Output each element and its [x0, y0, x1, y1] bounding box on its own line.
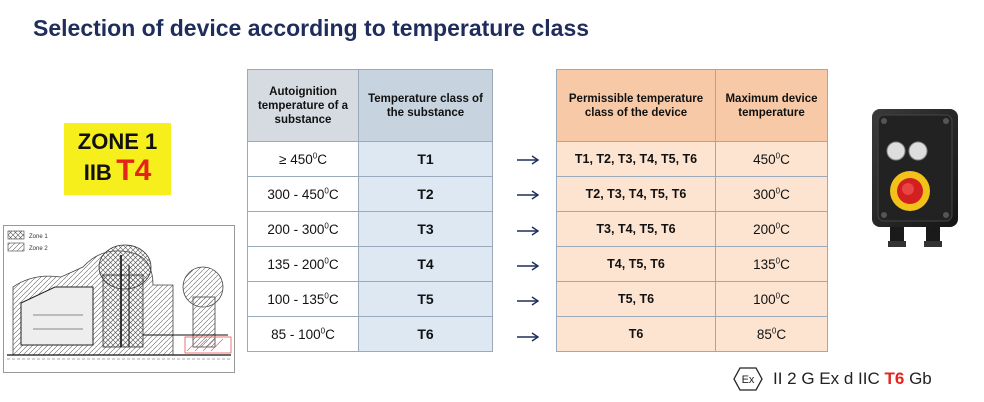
- zone-temp-class: T4: [116, 154, 152, 187]
- hazardous-zone-drawing: Zone 1 Zone 2: [3, 225, 235, 373]
- permissible-classes: T3, T4, T5, T6: [556, 211, 716, 247]
- header-permissible-class: Permissible temperature class of the dev…: [556, 69, 716, 142]
- page-title: Selection of device according to tempera…: [33, 15, 590, 41]
- max-device-temp: 1350C: [715, 246, 828, 282]
- max-device-temp: 850C: [715, 316, 828, 352]
- ex-symbol: Ex: [742, 374, 755, 386]
- permissible-classes: T5, T6: [556, 281, 716, 317]
- table-row: ≥ 4500C T1: [247, 141, 493, 177]
- arrow-right-icon: [517, 155, 540, 165]
- legend-zone1: Zone 1: [29, 234, 48, 240]
- arrow-right-icon: [517, 296, 540, 306]
- table-row: T1, T2, T3, T4, T5, T6 4500C: [556, 141, 828, 177]
- table-row: 85 - 1000C T6: [247, 316, 493, 352]
- gas-group: IIB: [83, 160, 112, 185]
- ex-marking: Ex II 2 G Ex d IIC T6 Gb: [733, 367, 932, 391]
- permissible-classes: T2, T3, T4, T5, T6: [556, 176, 716, 212]
- arrow-right-icon: [517, 261, 540, 271]
- permissible-classes: T1, T2, T3, T4, T5, T6: [556, 141, 716, 177]
- substance-temp-class: T2: [358, 176, 493, 212]
- substance-temp-class: T6: [358, 316, 493, 352]
- autoignition-temp: ≥ 4500C: [247, 141, 359, 177]
- substance-temp-class: T3: [358, 211, 493, 247]
- max-device-temp: 3000C: [715, 176, 828, 212]
- table-row: T6 850C: [556, 316, 828, 352]
- substance-table: Autoignition temperature of a substance …: [247, 69, 493, 352]
- table-row: T3, T4, T5, T6 2000C: [556, 211, 828, 247]
- table-row: T5, T6 1000C: [556, 281, 828, 317]
- substance-temp-class: T4: [358, 246, 493, 282]
- autoignition-temp: 85 - 1000C: [247, 316, 359, 352]
- table-row: 200 - 3000C T3: [247, 211, 493, 247]
- table-row: 100 - 1350C T5: [247, 281, 493, 317]
- autoignition-temp: 100 - 1350C: [247, 281, 359, 317]
- table-row: T4, T5, T6 1350C: [556, 246, 828, 282]
- substance-temp-class: T1: [358, 141, 493, 177]
- table-row: 135 - 2000C T4: [247, 246, 493, 282]
- autoignition-temp: 135 - 2000C: [247, 246, 359, 282]
- max-device-temp: 2000C: [715, 211, 828, 247]
- header-substance-class: Temperature class of the substance: [358, 69, 493, 142]
- arrow-right-icon: [517, 226, 540, 236]
- arrow-right-icon: [517, 332, 540, 342]
- substance-temp-class: T5: [358, 281, 493, 317]
- max-device-temp: 4500C: [715, 141, 828, 177]
- table-row: 300 - 4500C T2: [247, 176, 493, 212]
- control-station-image: [872, 109, 958, 247]
- arrow-right-icon: [517, 190, 540, 200]
- ex-code: II 2 G Ex d IIC T6 Gb: [773, 369, 932, 388]
- legend-zone2: Zone 2: [29, 246, 48, 252]
- ex-hexagon-icon: Ex: [733, 367, 763, 391]
- permissible-classes: T4, T5, T6: [556, 246, 716, 282]
- header-autoignition: Autoignition temperature of a substance: [247, 69, 359, 142]
- zone-group-line: IIB T4: [64, 156, 171, 186]
- autoignition-temp: 200 - 3000C: [247, 211, 359, 247]
- device-table: Permissible temperature class of the dev…: [556, 69, 828, 352]
- header-max-device-temp: Maximum device temperature: [715, 69, 828, 142]
- autoignition-temp: 300 - 4500C: [247, 176, 359, 212]
- zone-badge: ZONE 1 IIB T4: [64, 123, 171, 195]
- permissible-classes: T6: [556, 316, 716, 352]
- max-device-temp: 1000C: [715, 281, 828, 317]
- zone-label: ZONE 1: [77, 129, 158, 154]
- table-row: T2, T3, T4, T5, T6 3000C: [556, 176, 828, 212]
